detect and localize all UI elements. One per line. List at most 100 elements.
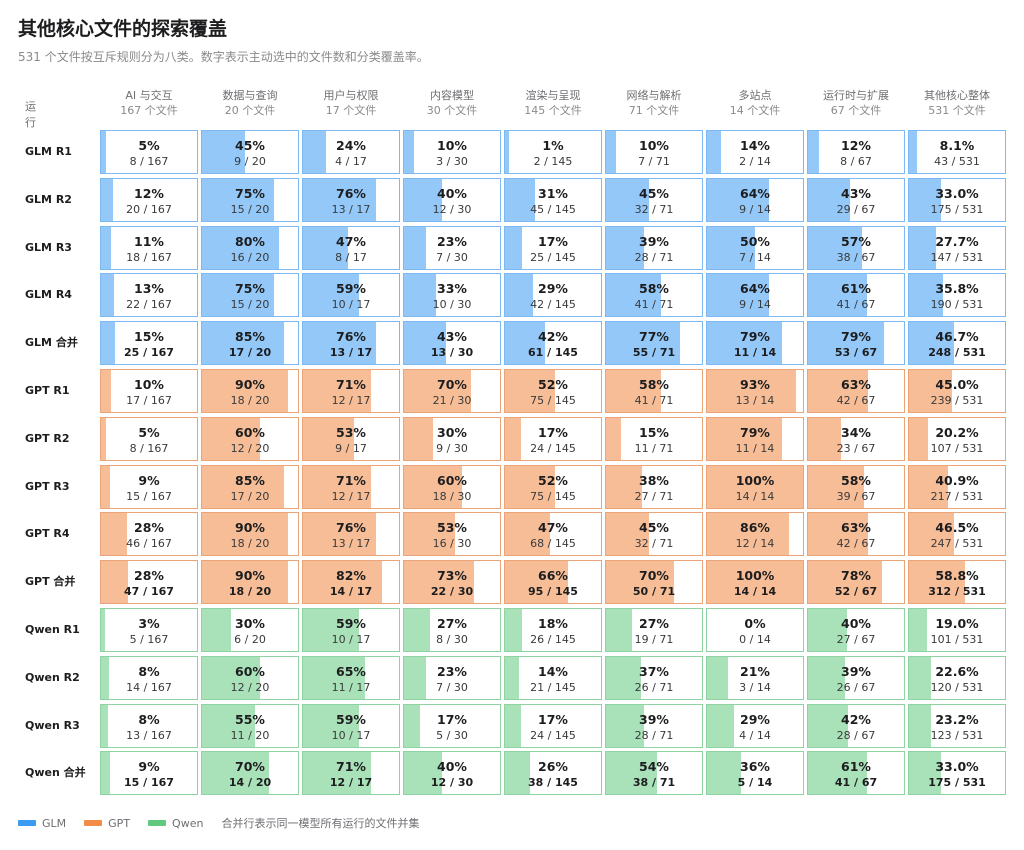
coverage-bar: [202, 417, 260, 460]
coverage-percent: 33%: [437, 281, 467, 297]
row-label: Qwen R3: [25, 718, 80, 732]
coverage-count: 14 / 14: [735, 489, 775, 503]
coverage-bar: [505, 704, 521, 747]
column-header: 多站点 14 个文件: [706, 88, 804, 124]
coverage-count: 28 / 67: [836, 728, 876, 742]
legend-swatch: [148, 820, 167, 826]
coverage-percent: 42%: [538, 329, 568, 345]
coverage-cell: 12% 8 / 67: [807, 130, 905, 174]
coverage-percent: 64%: [740, 281, 770, 297]
coverage-count: 68 / 145: [530, 537, 576, 551]
coverage-percent: 61%: [841, 759, 871, 775]
coverage-count: 41 / 67: [834, 776, 878, 790]
coverage-cell: 59% 10 / 17: [302, 703, 400, 748]
coverage-cell: 46.7% 248 / 531: [908, 321, 1006, 366]
coverage-count: 12 / 17: [329, 776, 373, 790]
coverage-cell: 17% 24 / 145: [504, 703, 602, 748]
coverage-count: 4 / 17: [335, 155, 367, 168]
coverage-percent: 9%: [138, 472, 160, 488]
coverage-count: 4 / 14: [739, 728, 771, 742]
coverage-bar: [101, 178, 113, 221]
coverage-percent: 58.8%: [935, 568, 979, 584]
coverage-percent: 46.5%: [935, 520, 979, 536]
coverage-count: 3 / 14: [739, 680, 771, 694]
coverage-cell: 53% 9 / 17: [302, 416, 400, 461]
coverage-cell: 85% 17 / 20: [201, 321, 299, 366]
coverage-count: 7 / 30: [436, 250, 468, 264]
coverage-bar: [303, 417, 354, 460]
coverage-bar: [404, 417, 433, 460]
run-column-header: 运行: [25, 100, 36, 129]
row-label: GPT R1: [25, 384, 70, 397]
legend: GLM GPT Qwen 合并行表示同一模型所有运行的文件并集: [18, 815, 419, 831]
coverage-bar: [101, 465, 110, 508]
coverage-percent: 45.0%: [935, 377, 979, 392]
coverage-count: 32 / 71: [634, 202, 674, 216]
coverage-count: 7 / 30: [436, 680, 468, 694]
coverage-percent: 10%: [639, 138, 669, 153]
coverage-percent: 73%: [437, 568, 467, 584]
coverage-bar: [505, 513, 551, 556]
coverage-percent: 17%: [538, 233, 568, 249]
coverage-count: 8 / 167: [129, 441, 169, 455]
coverage-count: 26 / 71: [634, 680, 674, 694]
row-label: Qwen R2: [25, 670, 80, 684]
coverage-bar: [202, 274, 274, 317]
column-header: 运行时与扩展 67 个文件: [807, 88, 905, 124]
coverage-percent: 60%: [235, 424, 265, 440]
coverage-bar: [909, 561, 966, 604]
coverage-count: 175 / 531: [930, 202, 984, 216]
coverage-percent: 85%: [235, 329, 265, 345]
coverage-cell: 57% 38 / 67: [807, 225, 905, 270]
coverage-count: 3 / 30: [436, 155, 468, 168]
coverage-cell: 39% 28 / 71: [605, 703, 703, 748]
coverage-cell: 17% 25 / 145: [504, 225, 602, 270]
coverage-count: 120 / 531: [930, 680, 984, 694]
coverage-percent: 54%: [639, 759, 669, 775]
coverage-bar: [101, 656, 110, 699]
coverage-bar: [202, 656, 260, 699]
coverage-bar: [404, 178, 443, 221]
coverage-count: 39 / 67: [836, 489, 876, 503]
coverage-bar: [707, 513, 790, 556]
coverage-count: 5 / 167: [129, 633, 169, 646]
coverage-bar: [303, 131, 326, 173]
legend-swatch: [18, 820, 36, 826]
coverage-bar: [606, 226, 644, 269]
coverage-percent: 80%: [235, 233, 265, 249]
coverage-cell: 33.0% 175 / 531: [908, 751, 1006, 796]
coverage-bar: [101, 274, 114, 317]
coverage-cell: 90% 18 / 20: [201, 560, 299, 605]
page-subtitle: 531 个文件按互斥规则分为八类。数字表示主动选中的文件数和分类覆盖率。: [18, 50, 429, 64]
coverage-bar: [808, 465, 864, 508]
coverage-bar: [404, 752, 443, 795]
coverage-percent: 64%: [740, 185, 770, 201]
coverage-cell: 79% 11 / 14: [706, 321, 804, 366]
row-label: GPT R4: [25, 527, 70, 541]
coverage-bar: [707, 178, 769, 221]
coverage-count: 41 / 67: [836, 298, 876, 312]
legend-swatch: [84, 820, 103, 826]
coverage-bar: [909, 465, 949, 508]
coverage-count: 9 / 14: [739, 298, 771, 312]
coverage-cell: 52% 75 / 145: [504, 464, 602, 509]
coverage-percent: 17%: [437, 711, 467, 727]
legend-label: Qwen: [172, 816, 204, 830]
coverage-cell: 5% 8 / 167: [100, 130, 198, 174]
coverage-percent: 12%: [134, 185, 164, 201]
coverage-cell: 28% 47 / 167: [100, 560, 198, 605]
coverage-count: 11 / 17: [331, 680, 371, 694]
coverage-percent: 37%: [639, 663, 669, 679]
coverage-cell: 90% 18 / 20: [201, 512, 299, 557]
coverage-cell: 27% 19 / 71: [605, 608, 703, 652]
column-header: 内容模型 30 个文件: [403, 88, 501, 124]
coverage-bar: [606, 465, 643, 508]
coverage-bar: [707, 704, 735, 747]
coverage-count: 18 / 20: [230, 394, 270, 407]
coverage-percent: 79%: [841, 329, 871, 345]
coverage-cell: 34% 23 / 67: [807, 416, 905, 461]
coverage-count: 22 / 30: [430, 585, 474, 599]
coverage-cell: 47% 68 / 145: [504, 512, 602, 557]
coverage-count: 75 / 145: [530, 489, 576, 503]
coverage-count: 23 / 67: [836, 441, 876, 455]
